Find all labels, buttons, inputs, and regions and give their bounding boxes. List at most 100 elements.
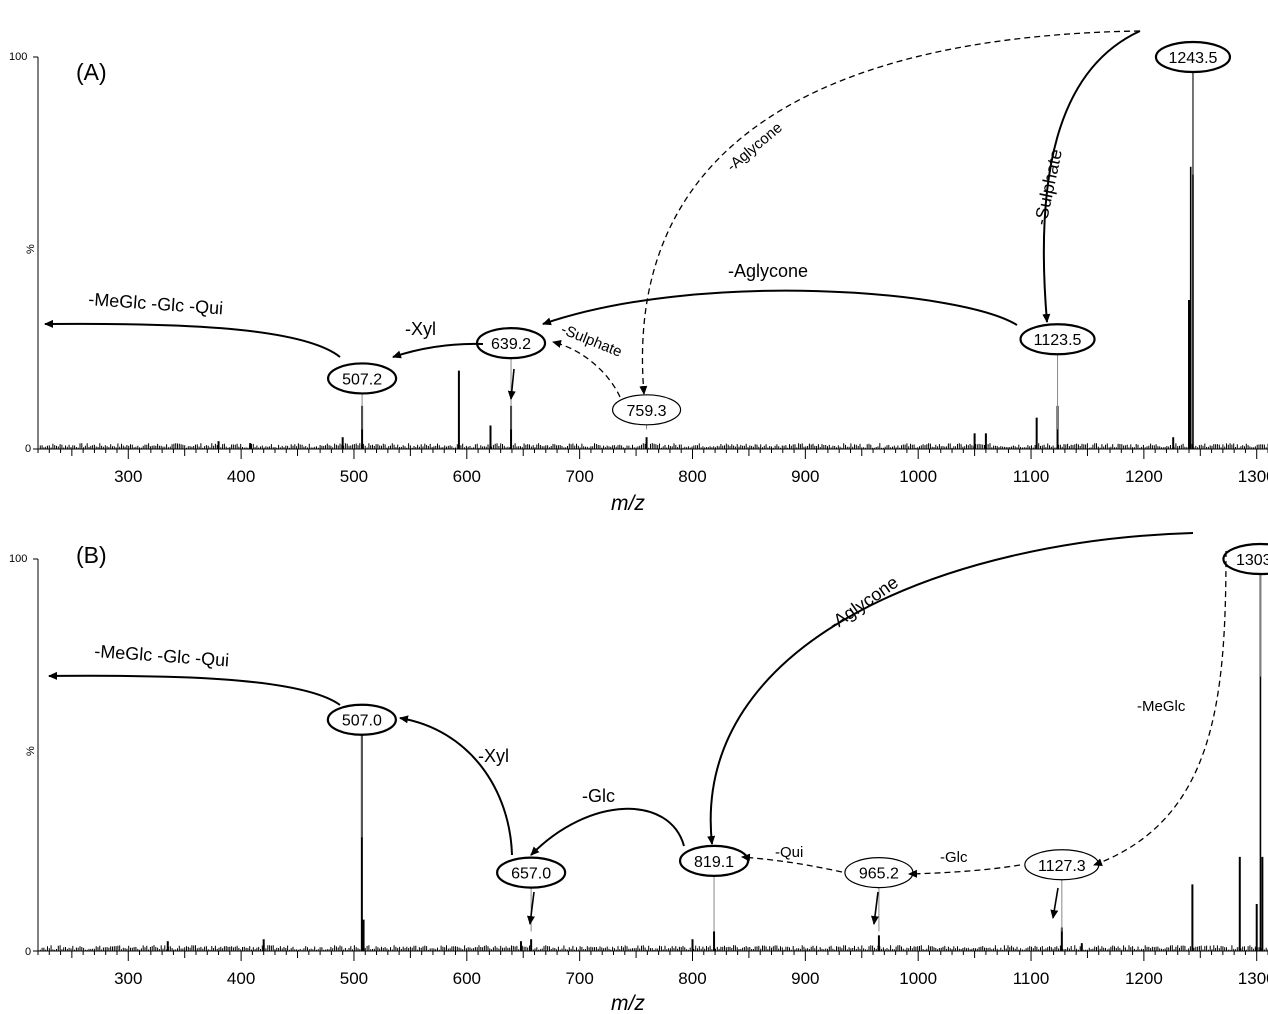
ion-label: 1127.3 [1024,849,1100,932]
x-tick-label: 900 [791,969,819,988]
arrow-a-aglycone-1123-639 [542,289,1018,326]
loss-b-xyl: -Xyl [478,746,509,766]
arrow-b-qui-965-819 [741,853,843,873]
panel-a-y-tick-top: 100 [9,51,27,63]
baseline-noise [39,945,1268,951]
panel-b-label: (B) [76,542,107,568]
ion-mz-text: 759.3 [627,403,667,420]
panel-b-y-tick-top: 100 [9,553,27,565]
x-tick-label: 500 [340,969,368,988]
panel-a-fragmentation-arrows [44,30,1141,400]
ion-ellipse [1222,542,1268,576]
panel-a-spectrum [39,57,1268,449]
ion-mz-text: 507.2 [342,371,382,388]
arrow-a-aglycone-1243-759 [639,30,1141,395]
ion-label: 657.0 [496,856,567,932]
ion-mz-text: 657.0 [511,866,551,883]
panel-b-y-tick-bottom: 0 [25,946,31,958]
arrow-a-neutral-loss-507 [44,319,341,358]
panel-b-spectrum [39,559,1268,951]
ion-label: 507.2 [326,362,398,430]
x-tick-label: 1300 [1238,467,1268,486]
ion-label: 639.2 [475,327,547,430]
x-tick-label: 800 [678,467,706,486]
ion-ellipse [1019,323,1096,356]
panel-a-ion-labels: 1243.5 1123.5 639.2 507.2 759.3 [326,40,1232,430]
panel-b: (B) 100 0 % m/z 300 400 500 600 700 800 900 100… [9,532,1268,1014]
ion-mz-text: 507.0 [342,713,382,730]
loss-b-meglc: -MeGlc [1137,698,1186,715]
ion-label: 759.3 [611,394,682,430]
panel-a-label: (A) [76,59,107,85]
ion-mz-text: 819.1 [694,854,734,871]
x-tick-label: 500 [340,467,368,486]
panel-a-y-axis-title: % [25,244,37,254]
ion-label: 1123.5 [1019,323,1096,430]
ion-label: 965.2 [844,856,914,932]
ion-mz-text: 639.2 [491,336,531,353]
ion-mz-text: 1123.5 [1034,332,1082,349]
panel-b-y-axis-title: % [25,746,37,756]
ion-ellipse [326,703,397,736]
ion-mz-text: 965.2 [859,866,899,883]
arrow-b-glc-819-657 [530,807,685,856]
x-tick-label: 700 [565,467,593,486]
x-tick-label: 1300 [1238,969,1268,988]
ion-ellipse [1154,40,1232,74]
ion-label: 1303.3 [1222,542,1268,677]
loss-a-xyl: -Xyl [405,319,436,339]
arrow-b-marker-965 [871,891,879,925]
x-tick-label: 900 [791,467,819,486]
x-tick-label: 600 [453,467,481,486]
loss-a-sulphate-dashed: -Sulphate [559,321,625,361]
ion-ellipse [496,856,567,889]
arrow-b-aglycone-1303-819 [707,532,1194,845]
x-tick-label: 1000 [899,467,937,486]
arrow-b-xyl-657-507 [399,715,513,856]
ion-label: 1243.5 [1154,40,1232,175]
ion-label: 507.0 [326,703,397,838]
arrow-b-marker-657 [527,891,535,925]
ion-ellipse [326,362,398,395]
arrow-a-marker-639 [507,368,516,400]
arrow-a-sulphate-759-639 [552,340,621,398]
arrow-b-marker-1127 [1050,887,1059,919]
ion-mz-text: 1127.3 [1038,858,1086,875]
ion-label: 819.1 [678,844,750,932]
x-tick-label: 800 [678,969,706,988]
loss-a-neutral: -MeGlc -Glc -Qui [88,289,224,318]
loss-b-qui: -Qui [775,844,803,861]
panel-a-loss-labels: -Sulphate -Aglycone -Aglycone -Sulphate … [88,119,1066,361]
loss-b-neutral: -MeGlc -Glc -Qui [94,641,230,670]
x-tick-label: 300 [114,969,142,988]
loss-a-aglycone: -Aglycone [728,261,808,281]
loss-b-aglycone: -Aglycone [825,572,902,634]
arrow-b-glc-1127-965 [908,864,1021,878]
panel-b-fragmentation-arrows [48,532,1227,925]
panel-a-y-tick-bottom: 0 [25,443,31,455]
ion-mz-text: 1243.5 [1168,50,1217,67]
x-tick-label: 300 [114,467,142,486]
panel-b-x-axis-title: m/z [611,992,645,1014]
loss-b-glc: -Glc [582,786,615,806]
x-tick-label: 1200 [1125,467,1163,486]
x-tick-label: 400 [227,467,255,486]
panel-a: (A) 100 0 % m/z 300 400 500 600 700 800 900 100… [9,30,1268,515]
arrow-a-xyl-639-507 [392,342,484,359]
arrow-b-neutral-loss-507 [48,671,341,706]
ion-mz-text: 1303.3 [1236,552,1268,569]
x-tick-label: 1100 [1013,969,1050,988]
x-tick-label: 1100 [1013,467,1050,486]
panel-a-x-axis-title: m/z [611,492,645,515]
panel-b-ion-labels: 1303.3 507.0 819.1 657.0 965.2 1127.3 [326,542,1268,932]
x-tick-label: 1200 [1125,969,1163,988]
x-tick-label: 1000 [899,969,937,988]
baseline-noise [39,443,1268,449]
loss-b-glc-dashed: -Glc [940,849,968,866]
panel-b-axes: 300 400 500 600 700 800 900 1000 1100 1200 1300 [33,558,1268,988]
x-tick-label: 600 [453,969,481,988]
loss-a-sulphate: -Sulphate [1030,147,1066,227]
x-tick-label: 700 [565,969,593,988]
x-tick-label: 400 [227,969,255,988]
